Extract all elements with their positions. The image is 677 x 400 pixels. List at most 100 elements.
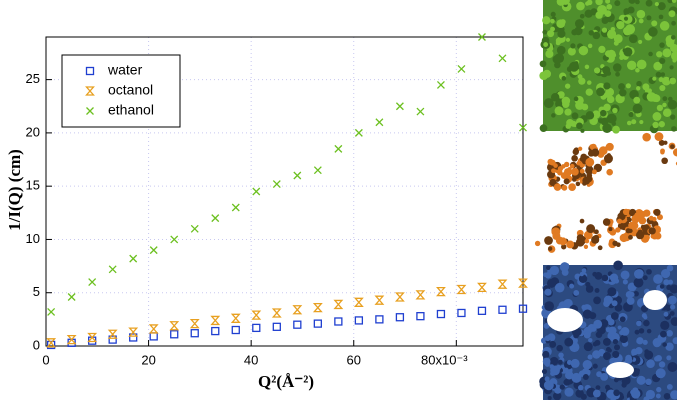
blob [581,304,587,310]
blob [579,156,585,162]
blob [655,228,661,234]
blob [625,83,631,89]
blob [570,43,576,49]
marker [334,144,343,153]
blob [606,168,613,176]
blob [625,24,636,35]
blob [608,326,617,335]
blob [560,262,570,272]
blob [655,393,661,399]
blob [659,57,666,65]
plot-frame [45,36,524,347]
blob [541,368,548,375]
marker [498,54,507,63]
blob [606,3,613,10]
blob [661,76,671,86]
blob [628,221,636,230]
blob [636,80,642,87]
blob [666,383,673,390]
blob [669,311,675,316]
y-tick-label: 15 [26,178,40,193]
blob [579,13,585,19]
void [606,362,634,378]
blob [584,238,590,244]
blob [634,329,640,335]
blob [594,288,600,293]
blob [587,354,593,360]
blob [549,356,559,366]
blob [631,119,637,125]
blob [557,359,563,365]
blob [561,76,567,81]
marker [129,254,138,263]
blob [571,155,578,162]
marker [85,86,95,96]
blob [659,84,666,92]
blob [561,96,571,106]
blob [607,287,617,297]
blob [551,227,561,237]
blob [566,240,575,249]
blob [550,11,556,17]
marker [353,297,364,307]
blob [653,274,663,284]
blob [654,132,664,142]
blob [654,232,662,240]
blob [622,208,630,216]
blob [555,236,564,245]
marker [211,326,220,336]
blob [593,296,601,305]
blob [658,121,665,128]
blob [585,157,595,167]
blob [591,169,597,175]
blob [548,246,553,251]
blob [553,183,562,191]
blob [660,330,667,338]
blob [588,337,593,343]
blob [627,217,632,223]
blob [543,98,554,109]
blob [575,101,585,110]
blob [645,378,652,386]
blob [568,183,576,191]
blob [619,88,627,97]
marker [190,224,199,233]
blob [615,227,621,233]
blob [666,284,672,291]
blob [547,30,555,38]
blob [662,342,667,347]
blob [608,227,613,232]
blob [658,77,664,83]
blob [566,359,573,365]
blob [626,60,637,71]
blob [578,77,586,85]
marker [251,310,262,320]
blob [600,117,609,126]
marker [395,102,404,111]
marker [149,332,158,341]
blob [618,83,626,91]
blob [622,279,628,285]
blob [612,240,618,247]
marker [416,312,425,321]
blob [660,72,666,77]
blob [636,59,647,70]
blob [543,380,554,391]
marker [231,325,240,335]
blob [642,339,648,345]
blob [606,389,616,399]
blob [670,35,676,40]
blob [564,387,574,397]
y-tick-label: 25 [26,71,40,86]
blob [628,111,634,118]
blob [575,181,581,187]
blob [601,274,609,282]
blob [666,330,673,337]
blob [550,26,555,32]
blob [607,318,615,326]
blob [556,0,566,6]
blob [588,30,595,36]
blob [663,392,671,400]
blob [585,111,595,120]
blob [655,354,662,362]
